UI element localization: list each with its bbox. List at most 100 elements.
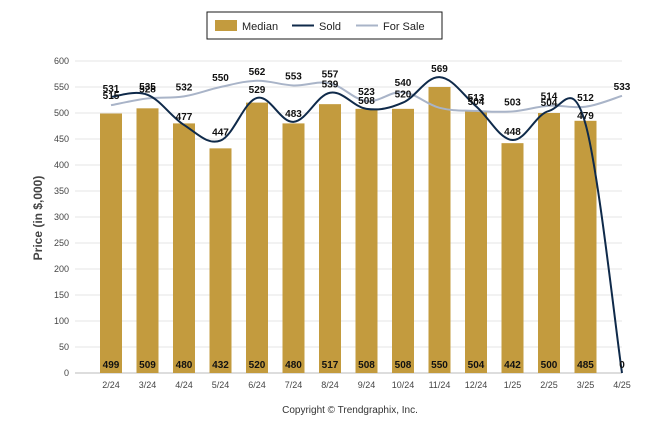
legend: Median Sold For Sale — [206, 11, 443, 40]
lines — [110, 76, 623, 374]
y-axis-ticks: 0 50 100 150 200 250 300 350 400 450 500 550 600 — [54, 56, 69, 378]
median-value-label: 480 — [176, 360, 193, 371]
for-sale-value-label: 557 — [322, 69, 339, 80]
sold-value-label: 448 — [504, 127, 521, 138]
y-axis-title: Price (in $,000) — [31, 176, 45, 261]
legend-forsale-label: For Sale — [383, 21, 425, 33]
y-tick-label: 50 — [59, 342, 69, 352]
x-tick-label: 12/24 — [465, 380, 488, 390]
sold-value-label: 504 — [541, 98, 558, 109]
median-value-label: 504 — [468, 360, 485, 371]
sold-value-label: 531 — [103, 84, 120, 95]
x-tick-label: 7/24 — [285, 380, 303, 390]
legend-sold-label: Sold — [319, 21, 341, 33]
sold-value-label: 529 — [249, 85, 266, 96]
x-tick-label: 4/25 — [613, 380, 631, 390]
median-bar — [209, 148, 232, 373]
y-tick-label: 0 — [64, 368, 69, 378]
copyright-text: Copyright © Trendgraphix, Inc. — [282, 405, 418, 416]
x-tick-label: 4/24 — [175, 380, 193, 390]
sold-value-label: 513 — [468, 93, 485, 104]
for-sale-value-label: 504 — [468, 97, 485, 108]
x-tick-label: 11/24 — [429, 380, 451, 390]
sold-value-label: 520 — [395, 90, 412, 101]
for-sale-value-label: 512 — [577, 93, 594, 104]
for-sale-value-label: 515 — [103, 91, 120, 102]
median-bar — [282, 123, 305, 374]
for-sale-value-label: 503 — [504, 97, 521, 108]
median-bar — [392, 108, 414, 373]
y-tick-label: 450 — [54, 134, 69, 144]
y-tick-label: 100 — [54, 316, 69, 326]
y-tick-label: 250 — [54, 238, 69, 248]
for-sale-value-label: 533 — [614, 82, 631, 93]
for-sale-value-label: 514 — [541, 92, 558, 103]
x-tick-label: 2/25 — [540, 380, 558, 390]
x-axis-ticks: 2/24 3/24 4/24 5/24 6/24 7/24 8/24 9/24 10/24 11/… — [102, 380, 631, 390]
median-value-label: 480 — [285, 360, 302, 371]
x-tick-label: 6/24 — [248, 380, 266, 390]
x-tick-label: 5/24 — [212, 380, 230, 390]
median-bar — [428, 87, 451, 373]
legend-median-label: Median — [242, 21, 278, 33]
median-bar — [501, 143, 524, 373]
for-sale-value-label: 553 — [285, 71, 302, 82]
sold-value-label: 483 — [285, 109, 302, 120]
x-tick-label: 3/25 — [577, 380, 595, 390]
y-tick-label: 350 — [54, 186, 69, 196]
x-tick-label: 2/24 — [102, 380, 120, 390]
for-sale-value-label: 550 — [212, 73, 229, 84]
median-value-label: 508 — [395, 360, 412, 371]
median-value-label: 520 — [249, 360, 266, 371]
y-tick-label: 550 — [54, 82, 69, 92]
for-sale-value-label: 540 — [395, 78, 412, 89]
x-tick-label: 8/24 — [321, 380, 339, 390]
for-sale-line — [110, 79, 623, 113]
y-tick-label: 300 — [54, 212, 69, 222]
x-tick-label: 9/24 — [358, 380, 376, 390]
sold-value-label: 535 — [139, 82, 156, 93]
x-tick-label: 10/24 — [392, 380, 415, 390]
median-value-label: 550 — [431, 360, 448, 371]
median-bar — [136, 108, 159, 373]
y-tick-label: 600 — [54, 56, 69, 66]
sold-value-label: 569 — [431, 64, 448, 75]
median-value-label: 500 — [541, 360, 558, 371]
median-value-label: 509 — [139, 360, 156, 371]
median-bar — [465, 110, 487, 374]
y-tick-label: 400 — [54, 160, 69, 170]
median-value-label: 442 — [504, 360, 521, 371]
median-value-label: 508 — [358, 360, 375, 371]
for-sale-value-label: 532 — [176, 82, 193, 93]
median-bars — [100, 87, 597, 374]
median-value-label: 485 — [577, 360, 594, 371]
sold-value-label: 477 — [176, 112, 193, 123]
sold-value-label: 447 — [212, 128, 229, 139]
for-sale-value-label: 523 — [358, 87, 375, 98]
legend-median-swatch — [215, 20, 237, 31]
y-tick-label: 500 — [54, 108, 69, 118]
y-tick-label: 150 — [54, 290, 69, 300]
median-bar — [100, 113, 122, 374]
median-bar — [173, 123, 195, 374]
median-bar — [355, 108, 378, 373]
median-bar — [319, 104, 341, 373]
sold-line — [110, 76, 623, 374]
median-value-label: 0 — [619, 360, 625, 371]
median-bar — [538, 113, 560, 373]
legend-box — [206, 11, 443, 40]
gridlines — [75, 60, 622, 374]
median-bar — [246, 102, 268, 373]
median-value-label: 517 — [322, 360, 339, 371]
median-bar — [574, 120, 597, 373]
sold-value-label: 479 — [577, 111, 594, 122]
y-tick-label: 200 — [54, 264, 69, 274]
for-sale-value-label: 562 — [249, 67, 266, 78]
sold-value-label: 508 — [358, 96, 375, 107]
data-labels: 499 509 480 432 520 480 517 508 508 550 504 442 500 4… — [103, 64, 631, 371]
x-tick-label: 3/24 — [139, 380, 157, 390]
median-value-label: 499 — [103, 360, 120, 371]
for-sale-value-label: 528 — [139, 84, 156, 95]
x-tick-label: 1/25 — [504, 380, 522, 390]
